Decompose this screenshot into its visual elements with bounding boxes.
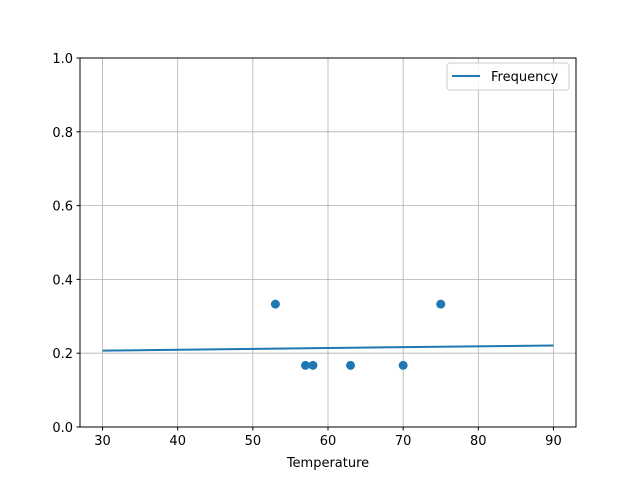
x-tick-label: 30 [94, 434, 111, 449]
series-line-frequency [102, 344, 554, 352]
x-tick-label: 80 [470, 434, 487, 449]
x-tick-label: 50 [245, 434, 262, 449]
y-tick-label: 0.4 [52, 273, 73, 288]
legend-box [446, 62, 570, 91]
scatter-point [300, 360, 310, 370]
x-tick-label: 70 [395, 434, 412, 449]
y-tick-label: 0.2 [52, 347, 73, 362]
grid [80, 57, 576, 428]
legend-label: Frequency [491, 70, 558, 85]
scatter-point [346, 360, 356, 370]
x-tick-label: 90 [545, 434, 562, 449]
y-tick-label: 0.6 [52, 200, 73, 215]
scatter-point [436, 299, 446, 309]
x-tick-label: 40 [169, 434, 186, 449]
scatter-point [398, 360, 408, 370]
scatter-point [270, 299, 280, 309]
y-tick-label: 0.0 [52, 421, 73, 436]
legend: Frequency [446, 62, 570, 91]
y-tick-label: 1.0 [52, 52, 73, 67]
scatter-point [308, 360, 318, 370]
x-axis-label: Temperature [286, 456, 369, 471]
y-tick-label: 0.8 [52, 126, 73, 141]
ticks: 30 40 50 60 70 80 90 0.0 0.2 0.4 0.6 0.8 1.0 [52, 52, 561, 449]
plot-marks [102, 299, 554, 370]
x-tick-label: 60 [320, 434, 337, 449]
